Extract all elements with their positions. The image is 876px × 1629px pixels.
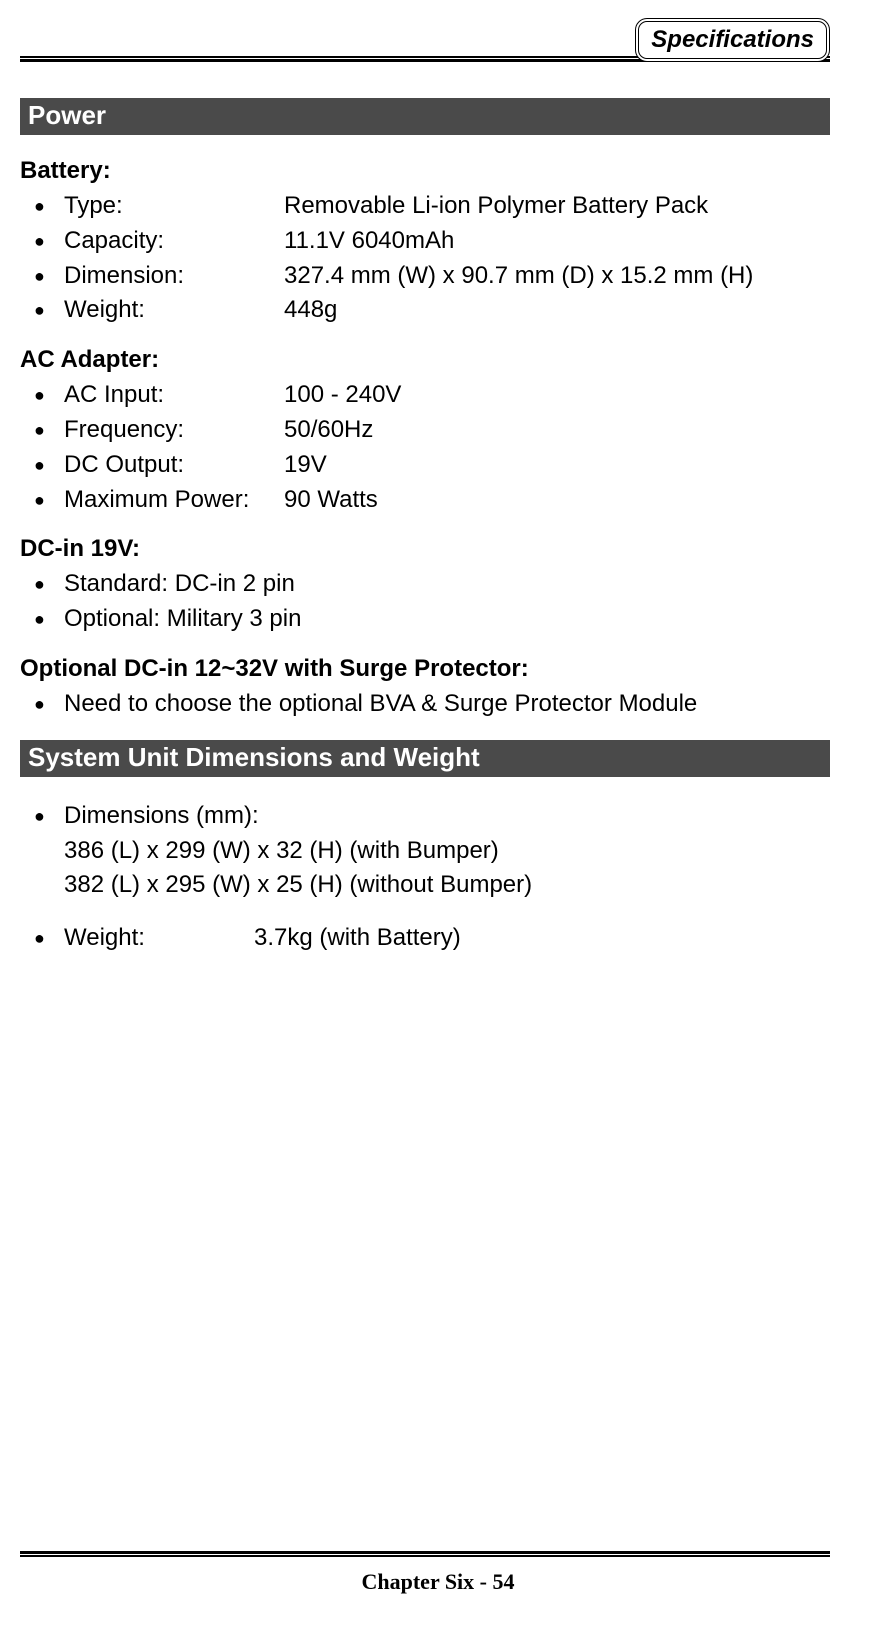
list-item: Dimension: 327.4 mm (W) x 90.7 mm (D) x …	[34, 259, 830, 294]
spec-value: Removable Li-ion Polymer Battery Pack	[284, 189, 830, 224]
spec-label: Type:	[64, 189, 284, 224]
bottom-rule	[20, 1551, 830, 1557]
spec-label: Frequency:	[64, 413, 284, 448]
header-tag: Specifications	[635, 18, 830, 62]
dcin19-list: Standard: DC-in 2 pin Optional: Military…	[20, 567, 830, 637]
spec-label: Weight:	[64, 921, 254, 956]
list-item: Maximum Power: 90 Watts	[34, 483, 830, 518]
dim-line2: 382 (L) x 295 (W) x 25 (H) (without Bump…	[64, 868, 830, 903]
dcin19-heading: DC-in 19V:	[20, 535, 830, 563]
spec-label: AC Input:	[64, 378, 284, 413]
list-item: Standard: DC-in 2 pin	[34, 567, 830, 602]
spec-label: Dimension:	[64, 259, 284, 294]
spec-text: Need to choose the optional BVA & Surge …	[64, 690, 697, 717]
spec-value: 11.1V 6040mAh	[284, 224, 830, 259]
weight-list: Weight: 3.7kg (with Battery)	[20, 921, 830, 956]
spec-value: 448g	[284, 293, 830, 328]
spec-value: 50/60Hz	[284, 413, 830, 448]
adapter-heading: AC Adapter:	[20, 346, 830, 374]
section-title-dimensions: System Unit Dimensions and Weight	[20, 740, 830, 777]
spec-label: Weight:	[64, 293, 284, 328]
optional-dcin-list: Need to choose the optional BVA & Surge …	[20, 687, 830, 722]
section-title-power: Power	[20, 98, 830, 135]
spec-text: Standard: DC-in 2 pin	[64, 570, 295, 597]
list-item: Optional: Military 3 pin	[34, 602, 830, 637]
list-item: Weight: 448g	[34, 293, 830, 328]
list-item: Dimensions (mm): 386 (L) x 299 (W) x 32 …	[34, 799, 830, 903]
spec-value: 90 Watts	[284, 483, 830, 518]
footer-text: Chapter Six - 54	[0, 1569, 876, 1595]
spec-value: 327.4 mm (W) x 90.7 mm (D) x 15.2 mm (H)	[284, 259, 830, 294]
optional-dcin-heading: Optional DC-in 12~32V with Surge Protect…	[20, 655, 830, 683]
dim-label: Dimensions (mm):	[64, 799, 830, 834]
list-item: Type: Removable Li-ion Polymer Battery P…	[34, 189, 830, 224]
battery-heading: Battery:	[20, 157, 830, 185]
list-item: DC Output: 19V	[34, 448, 830, 483]
dim-line1: 386 (L) x 299 (W) x 32 (H) (with Bumper)	[64, 834, 830, 869]
battery-list: Type: Removable Li-ion Polymer Battery P…	[20, 189, 830, 328]
spec-text: Optional: Military 3 pin	[64, 605, 301, 632]
spec-label: DC Output:	[64, 448, 284, 483]
list-item: Frequency: 50/60Hz	[34, 413, 830, 448]
dimensions-list: Dimensions (mm): 386 (L) x 299 (W) x 32 …	[20, 799, 830, 903]
content: Power Battery: Type: Removable Li-ion Po…	[20, 90, 830, 974]
list-item: Need to choose the optional BVA & Surge …	[34, 687, 830, 722]
list-item: Capacity: 11.1V 6040mAh	[34, 224, 830, 259]
adapter-list: AC Input: 100 - 240V Frequency: 50/60Hz …	[20, 378, 830, 517]
spec-value: 100 - 240V	[284, 378, 830, 413]
spec-label: Capacity:	[64, 224, 284, 259]
list-item: Weight: 3.7kg (with Battery)	[34, 921, 830, 956]
spec-label: Maximum Power:	[64, 483, 284, 518]
spec-value: 3.7kg (with Battery)	[254, 921, 830, 956]
page: Specifications Power Battery: Type: Remo…	[0, 0, 876, 1629]
list-item: AC Input: 100 - 240V	[34, 378, 830, 413]
spec-value: 19V	[284, 448, 830, 483]
